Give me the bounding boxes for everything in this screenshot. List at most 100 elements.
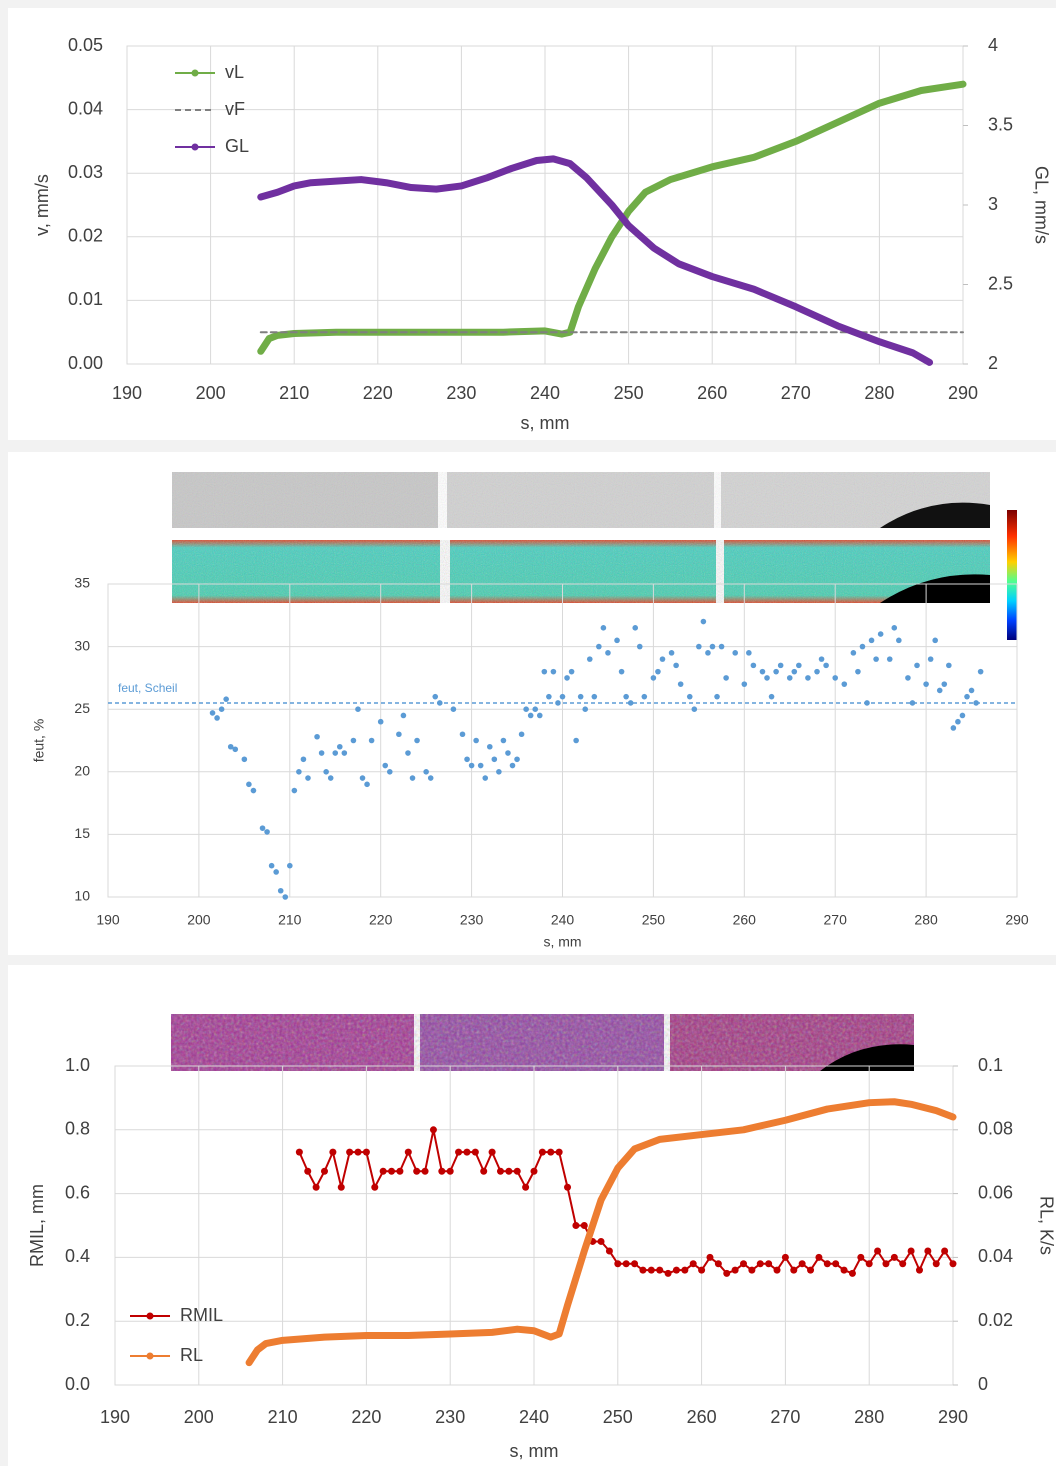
colorbar — [1007, 510, 1017, 640]
point — [905, 675, 911, 681]
point — [368, 737, 375, 744]
x-axis-title: s, mm — [521, 413, 570, 433]
image-feature — [820, 1044, 914, 1071]
point — [650, 675, 657, 681]
point — [312, 1183, 320, 1191]
image-feature — [880, 502, 990, 528]
legend-marker — [191, 69, 199, 77]
point — [404, 1148, 412, 1156]
y-tick-label: 20 — [74, 763, 90, 779]
point — [223, 696, 229, 702]
point — [259, 825, 266, 831]
point — [832, 1260, 840, 1268]
point — [287, 862, 293, 869]
point — [427, 775, 434, 781]
point — [596, 643, 602, 650]
point — [304, 1167, 312, 1175]
point — [564, 1183, 572, 1191]
point — [932, 637, 938, 644]
y-tick-label: 30 — [74, 637, 90, 653]
y-tick-label: 0.4 — [65, 1246, 90, 1266]
point — [723, 675, 729, 681]
point — [273, 869, 279, 875]
point — [414, 737, 420, 744]
point — [959, 712, 966, 719]
point — [214, 715, 220, 721]
point — [941, 681, 948, 687]
point — [477, 762, 484, 769]
point — [532, 706, 539, 712]
point — [949, 1260, 957, 1268]
point — [614, 1260, 622, 1268]
point — [605, 650, 611, 656]
point — [968, 687, 975, 694]
x-tick-label: 220 — [369, 912, 393, 928]
point — [473, 737, 479, 744]
panel — [8, 8, 1056, 440]
x-tick-label: 260 — [733, 912, 757, 928]
y-tick-label: 0.2 — [65, 1310, 90, 1330]
point — [582, 706, 589, 712]
y2-axis-title: RL, K/s — [1036, 1196, 1056, 1255]
point — [559, 693, 566, 700]
point — [927, 656, 934, 662]
point — [573, 737, 579, 744]
point — [323, 769, 329, 775]
point — [450, 706, 457, 712]
point — [700, 618, 707, 625]
point — [564, 675, 570, 681]
y2-tick-label: 0.04 — [978, 1246, 1013, 1266]
point — [382, 762, 389, 769]
point — [586, 656, 593, 662]
point — [355, 706, 361, 712]
y2-tick-label: 0 — [978, 1374, 988, 1394]
point — [218, 706, 225, 712]
point — [668, 650, 675, 656]
point — [622, 1260, 630, 1268]
point — [765, 1260, 773, 1268]
point — [546, 693, 552, 700]
legend-label: vL — [225, 62, 244, 82]
point — [689, 1260, 697, 1268]
point — [759, 668, 766, 675]
point — [605, 1247, 613, 1255]
point — [413, 1167, 421, 1175]
x-tick-label: 290 — [1005, 912, 1029, 928]
point — [823, 662, 829, 669]
point — [505, 750, 511, 756]
point — [268, 862, 275, 869]
point — [329, 1148, 337, 1156]
point — [786, 675, 793, 681]
point — [864, 700, 870, 706]
point — [656, 1266, 664, 1274]
y2-tick-label: 2 — [988, 353, 998, 373]
point — [336, 743, 343, 750]
x-tick-label: 230 — [460, 912, 484, 928]
x-tick-label: 260 — [697, 383, 727, 403]
y2-tick-label: 3.5 — [988, 114, 1013, 134]
annotation: feut, Scheil — [118, 681, 177, 695]
legend-label: RL — [180, 1345, 203, 1365]
y-axis-title: RMIL, mm — [27, 1184, 47, 1267]
point — [371, 1183, 379, 1191]
point — [400, 712, 407, 719]
y-tick-label: 15 — [74, 825, 90, 841]
point — [814, 668, 820, 675]
point — [377, 718, 384, 725]
point — [296, 769, 302, 775]
point — [818, 656, 825, 662]
x-tick-label: 200 — [184, 1407, 214, 1427]
point — [750, 662, 757, 669]
y-tick-label: 0.02 — [68, 226, 103, 246]
image-texture — [172, 540, 990, 603]
point — [768, 693, 775, 700]
point — [509, 762, 516, 769]
x-tick-label: 190 — [112, 383, 142, 403]
point — [396, 731, 402, 738]
point — [232, 746, 239, 753]
x-tick-label: 250 — [614, 383, 644, 403]
point — [241, 756, 248, 763]
point — [899, 1260, 907, 1268]
point — [277, 887, 284, 894]
